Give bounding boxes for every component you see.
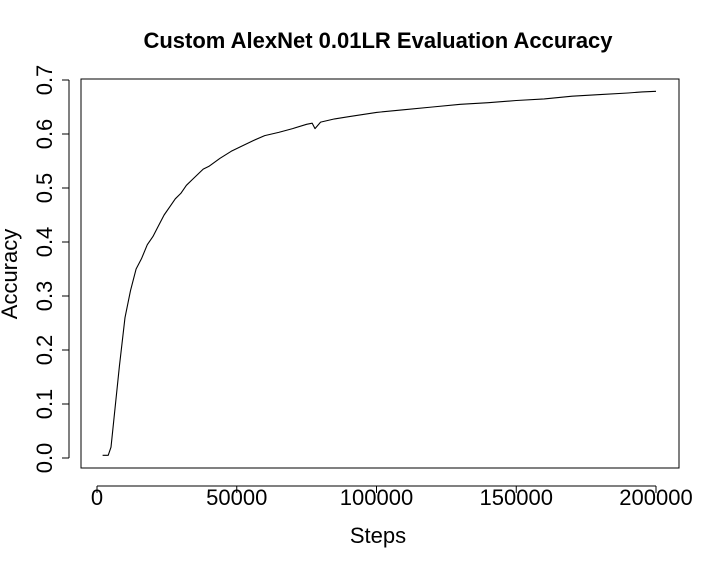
x-tick-label: 150000 xyxy=(480,485,553,510)
y-tick-label: 0.0 xyxy=(32,443,57,474)
plot-frame xyxy=(80,78,680,469)
y-tick-label: 0.1 xyxy=(32,389,57,420)
x-tick-label: 100000 xyxy=(340,485,413,510)
y-tick-label: 0.2 xyxy=(32,335,57,366)
x-tick-label: 200000 xyxy=(619,485,692,510)
x-axis-ticks: 0 50000 100000 150000 200000 xyxy=(91,485,693,510)
y-tick-label: 0.7 xyxy=(32,65,57,96)
y-tick-label: 0.5 xyxy=(32,173,57,204)
accuracy-series-line xyxy=(102,90,657,456)
y-tick-label: 0.4 xyxy=(32,227,57,258)
chart-title: Custom AlexNet 0.01LR Evaluation Accurac… xyxy=(143,28,613,53)
x-tick-label: 50000 xyxy=(206,485,267,510)
y-tick-label: 0.3 xyxy=(32,281,57,312)
x-axis-label: Steps xyxy=(350,523,406,548)
y-axis-label: Accuracy xyxy=(0,229,22,319)
x-tick-label: 0 xyxy=(91,485,103,510)
series-group xyxy=(102,90,657,456)
y-tick-label: 0.6 xyxy=(32,119,57,150)
y-axis-ticks: 0.0 0.1 0.2 0.3 0.4 0.5 0.6 0.7 xyxy=(32,65,69,474)
